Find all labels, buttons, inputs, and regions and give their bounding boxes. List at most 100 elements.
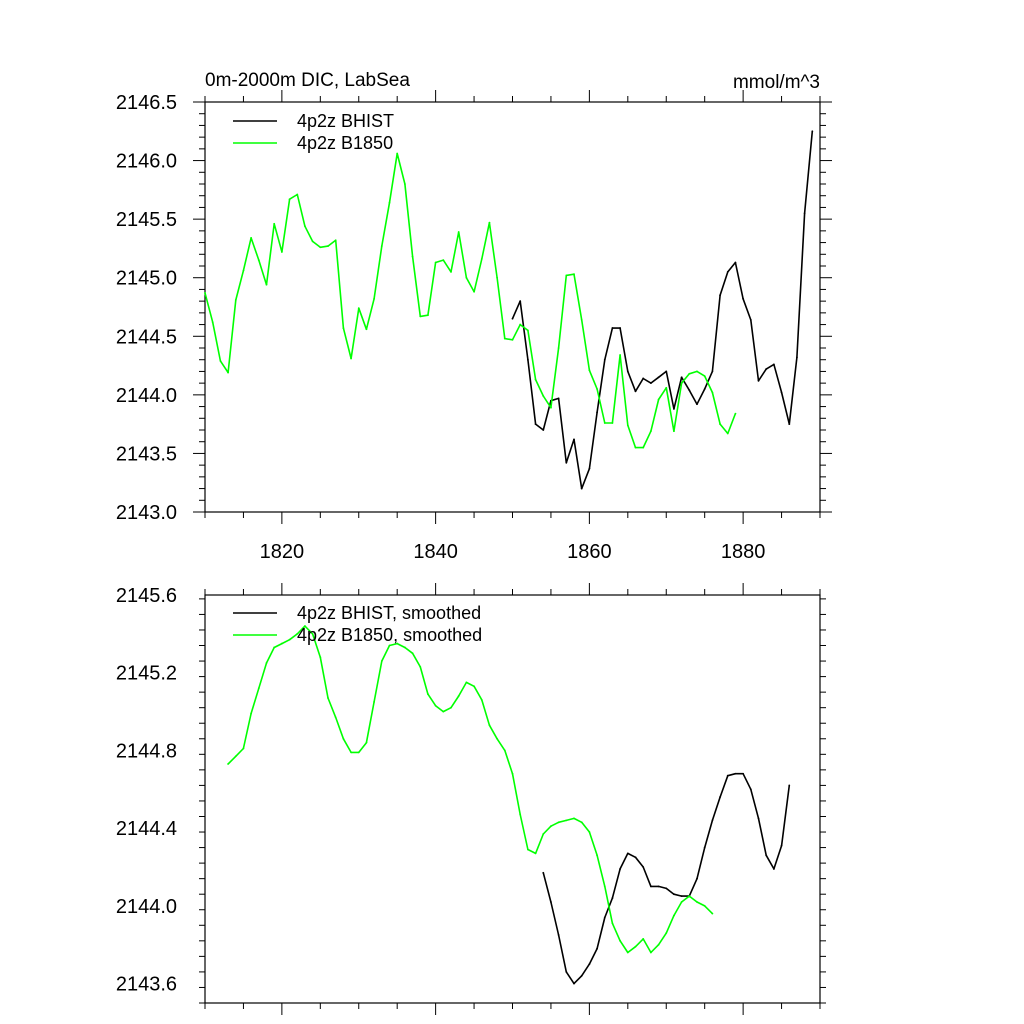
data-point [319,246,322,249]
data-point [749,788,752,791]
data-point [603,916,606,919]
data-point [680,382,683,385]
data-point [719,294,721,297]
data-point [603,358,606,361]
data-point [726,774,729,777]
series-line-1 [204,152,737,449]
data-point [557,397,560,400]
legend-label: 4p2z B1850 [297,133,393,153]
data-point [688,389,691,392]
data-point [665,887,668,890]
legend-label: 4p2z BHIST, smoothed [297,603,481,623]
data-point [419,315,422,318]
data-point [557,347,560,349]
data-point [488,221,491,224]
data-point [611,922,614,925]
data-point [427,693,429,695]
data-point [496,276,499,279]
data-point [465,681,468,684]
top-panel-raw: 2143.0 2143.5 2144.0 2144.5 2145.0 2145.5 2146… [116,70,832,563]
data-point [342,327,345,329]
data-point [511,338,514,341]
data-point [334,716,337,719]
x-tick-label: 1880 [721,541,766,563]
data-point [503,749,506,752]
data-point [649,885,652,888]
data-point [304,625,306,627]
data-point [673,408,675,410]
data-point [273,646,276,649]
units-label: mmol/m^3 [733,72,820,93]
data-point [626,424,629,427]
data-point [696,370,698,373]
y-tick-label: 2144.4 [116,818,177,840]
data-point [673,430,675,433]
data-point [680,376,683,379]
data-point [526,329,529,332]
data-point [642,937,645,940]
data-point [550,406,552,409]
data-point [342,737,345,740]
data-point [227,371,229,374]
data-point [373,700,376,703]
data-point [280,642,283,645]
data-point [703,388,706,390]
data-point [265,283,268,286]
data-point [688,895,691,898]
data-point [642,446,645,449]
data-point [619,327,622,329]
data-point [734,412,737,415]
legend-label: 4p2z B1850, smoothed [297,625,482,645]
data-point [434,704,437,707]
data-point [427,314,429,317]
data-point [311,632,314,635]
data-point [357,307,360,310]
data-point [234,299,237,301]
data-point [242,747,245,750]
data-point [696,877,698,880]
data-point [434,261,437,264]
data-point [265,662,268,664]
data-point [550,825,552,828]
data-point [696,403,698,406]
series-line-1 [227,625,713,954]
data-point [626,370,629,373]
data-point [711,912,714,915]
data-point [204,292,206,294]
data-point [711,370,714,373]
data-point [603,422,606,424]
data-point [657,398,660,401]
data-point [573,817,575,820]
data-point [611,422,614,424]
data-point [765,854,768,857]
y-tick-label: 2146.5 [116,92,177,114]
data-point [388,201,391,204]
data-point [719,423,721,426]
data-point [703,904,706,907]
data-point [573,273,575,276]
data-point [649,382,652,385]
data-point [588,467,591,470]
data-point [534,423,537,426]
data-point [734,772,737,775]
data-point [565,461,568,464]
data-point [726,432,729,435]
data-point [542,395,545,397]
data-point [511,317,514,320]
x-tick-label: 1860 [567,541,612,563]
data-point [649,951,652,954]
data-point [596,411,598,414]
data-point [580,821,583,824]
data-point [596,947,598,950]
data-point [565,819,568,822]
data-point [726,270,729,273]
data-point [611,327,614,329]
data-point [442,710,445,713]
data-point [788,784,791,787]
data-point [772,868,775,870]
data-point [388,644,391,647]
data-point [480,258,483,260]
data-point [634,945,637,948]
data-point [780,844,783,847]
